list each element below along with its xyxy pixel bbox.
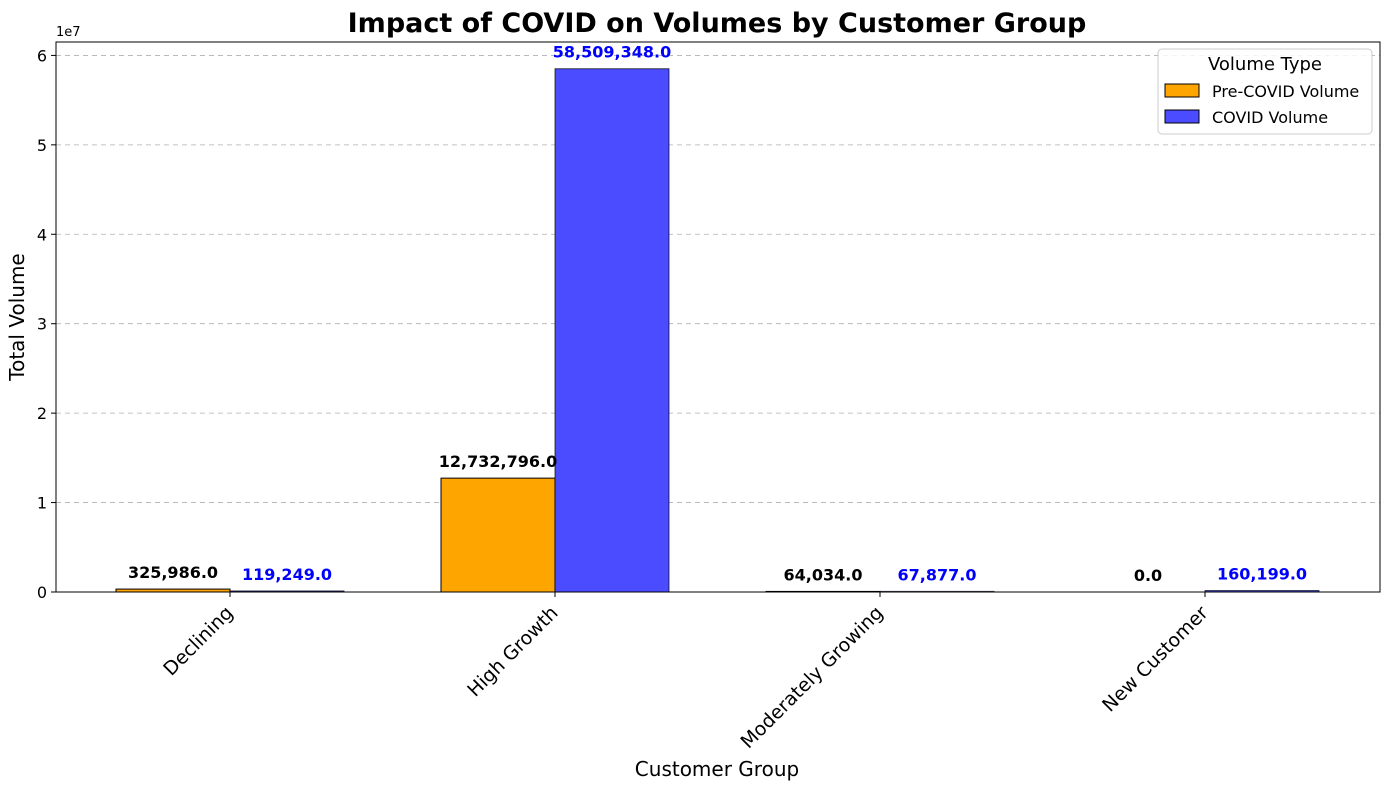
x-axis-title: Customer Group (635, 757, 799, 781)
legend: Volume Type Pre-COVID Volume COVID Volum… (1157, 48, 1373, 135)
x-tick-label: Declining (159, 602, 237, 680)
x-axis-ticks: Declining High Growth Moderately Growing Ne… (159, 592, 1213, 753)
legend-title: Volume Type (1208, 54, 1322, 75)
y-tick-label: 6 (37, 46, 47, 65)
chart-title: Impact of COVID on Volumes by Customer G… (348, 8, 1087, 39)
y-scale-multiplier: 1e7 (56, 25, 81, 40)
legend-label-pre-covid: Pre-COVID Volume (1212, 82, 1359, 101)
data-label-pre-covid: 64,034.0 (784, 565, 863, 584)
y-axis-ticks: 0 1 2 3 4 5 6 (37, 46, 56, 602)
y-tick-label: 3 (37, 315, 47, 334)
bar-pre-covid (440, 477, 556, 593)
data-label-pre-covid: 325,986.0 (128, 563, 218, 582)
data-label-covid: 119,249.0 (242, 565, 332, 584)
y-tick-label: 4 (37, 225, 47, 244)
legend-swatch-pre-covid (1164, 83, 1200, 98)
x-tick-label: High Growth (463, 602, 562, 701)
legend-box (1157, 48, 1373, 135)
y-axis-title: Total Volume (5, 253, 29, 381)
y-tick-label: 2 (37, 404, 47, 423)
data-label-pre-covid: 0.0 (1134, 566, 1162, 585)
y-tick-label: 5 (37, 136, 47, 155)
data-label-covid: 67,877.0 (898, 565, 977, 584)
y-tick-label: 0 (37, 583, 47, 602)
data-labels: 325,986.0 12,732,796.0 64,034.0 0.0 119,249.… (128, 43, 1307, 585)
legend-swatch-covid (1164, 109, 1200, 124)
bars (115, 68, 1320, 593)
plot-frame (55, 41, 1381, 593)
data-label-covid: 160,199.0 (1217, 565, 1307, 584)
data-label-covid: 58,509,348.0 (553, 43, 671, 62)
legend-label-covid: COVID Volume (1212, 108, 1328, 127)
grid-lines (56, 55, 1380, 503)
y-tick-label: 1 (37, 494, 47, 513)
data-label-pre-covid: 12,732,796.0 (439, 452, 557, 471)
x-tick-label: Moderately Growing (737, 602, 888, 753)
x-tick-label: New Customer (1098, 602, 1213, 717)
bar-covid (554, 68, 670, 593)
